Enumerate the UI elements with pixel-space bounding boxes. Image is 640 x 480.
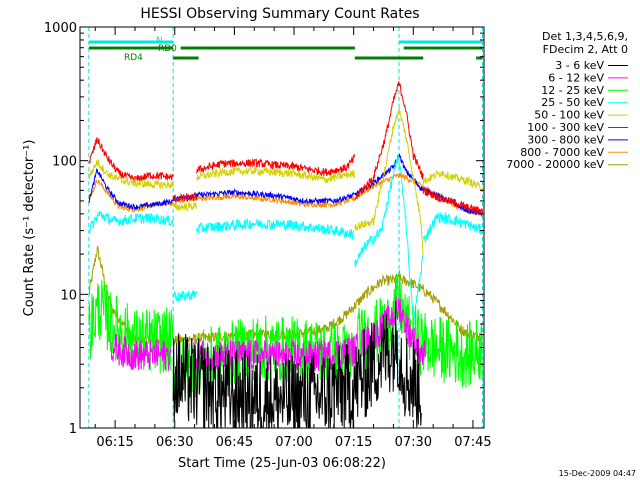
flag-label-rd0: RD0 [158,44,177,54]
y-tick-label-0: 1 [69,422,77,437]
legend-label-1: 6 - 12 keV [548,71,604,84]
x-tick-label-6: 07:45 [454,435,491,450]
series-5-segment-0 [88,137,174,184]
flag-label-rd4: RD4 [124,53,143,63]
series-3-segment-2 [196,218,355,240]
legend-header-1: FDecim 2, Att 0 [543,43,628,56]
x-tick-label-3: 07:00 [275,435,312,450]
series-0-segment-0 [172,301,422,428]
series-3-segment-0 [88,210,174,235]
series-5-segment-4 [422,187,483,215]
y-tick-label-1: 10 [60,288,77,303]
legend-label-8: 7000 - 20000 keV [506,158,604,171]
y-tick-label-2: 100 [52,155,77,170]
legend-label-0: 3 - 6 keV [555,59,604,72]
chart-title: HESSI Observing Summary Count Rates [140,6,419,22]
x-tick-label-1: 06:30 [156,435,193,450]
series-1-segment-0 [110,333,172,372]
series-2-segment-0 [88,280,174,374]
x-tick-label-4: 07:15 [335,435,372,450]
series-4-segment-2 [196,165,356,184]
legend-header-0: Det 1,3,4,5,6,9, [542,30,628,43]
legend-label-5: 100 - 300 keV [527,121,604,134]
legend-label-7: 800 - 7000 keV [520,146,604,159]
series-5 [88,81,483,215]
plot-frame [79,26,485,429]
flag-label-n: N [156,36,163,46]
legend-label-2: 12 - 25 keV [541,84,604,97]
legend-label-6: 300 - 800 keV [527,133,604,146]
series-5-segment-2 [196,154,356,177]
series-4-segment-0 [88,159,174,189]
y-axis-label: Count Rate (s⁻¹ detector⁻¹) [22,140,37,317]
series-3-segment-3 [354,155,424,325]
series-5-segment-3 [354,81,424,200]
x-tick-label-0: 06:15 [96,435,133,450]
series-1-segment-1 [194,296,426,372]
axes: 1 10 100 1000 06:15 06:30 06:45 07:00 07:15 07:30… [44,21,492,450]
x-axis-label: Start Time (25-Jun-03 06:08:22) [178,456,386,471]
series-4-segment-4 [422,169,483,193]
series-4 [88,108,483,255]
series-1 [110,296,426,372]
x-tick-label-5: 07:30 [395,435,432,450]
series-4-segment-3 [354,108,424,255]
legend-label-3: 25 - 50 keV [541,96,604,109]
series-3-segment-4 [422,211,483,243]
series-4-segment-1 [172,201,198,212]
legend: Det 1,3,4,5,6,9,FDecim 2, Att 0 3 - 6 keV… [506,30,628,171]
series-3-segment-1 [172,289,198,302]
x-tick-label-2: 06:45 [216,435,253,450]
series-3 [88,155,483,325]
legend-label-4: 50 - 100 keV [534,109,604,122]
y-tick-label-3: 1000 [44,21,77,36]
series-6-segment-0 [88,168,174,211]
series-0 [172,301,422,428]
series-5-segment-1 [172,192,198,203]
footer-date: 15-Dec-2009 04:47 [559,469,636,478]
